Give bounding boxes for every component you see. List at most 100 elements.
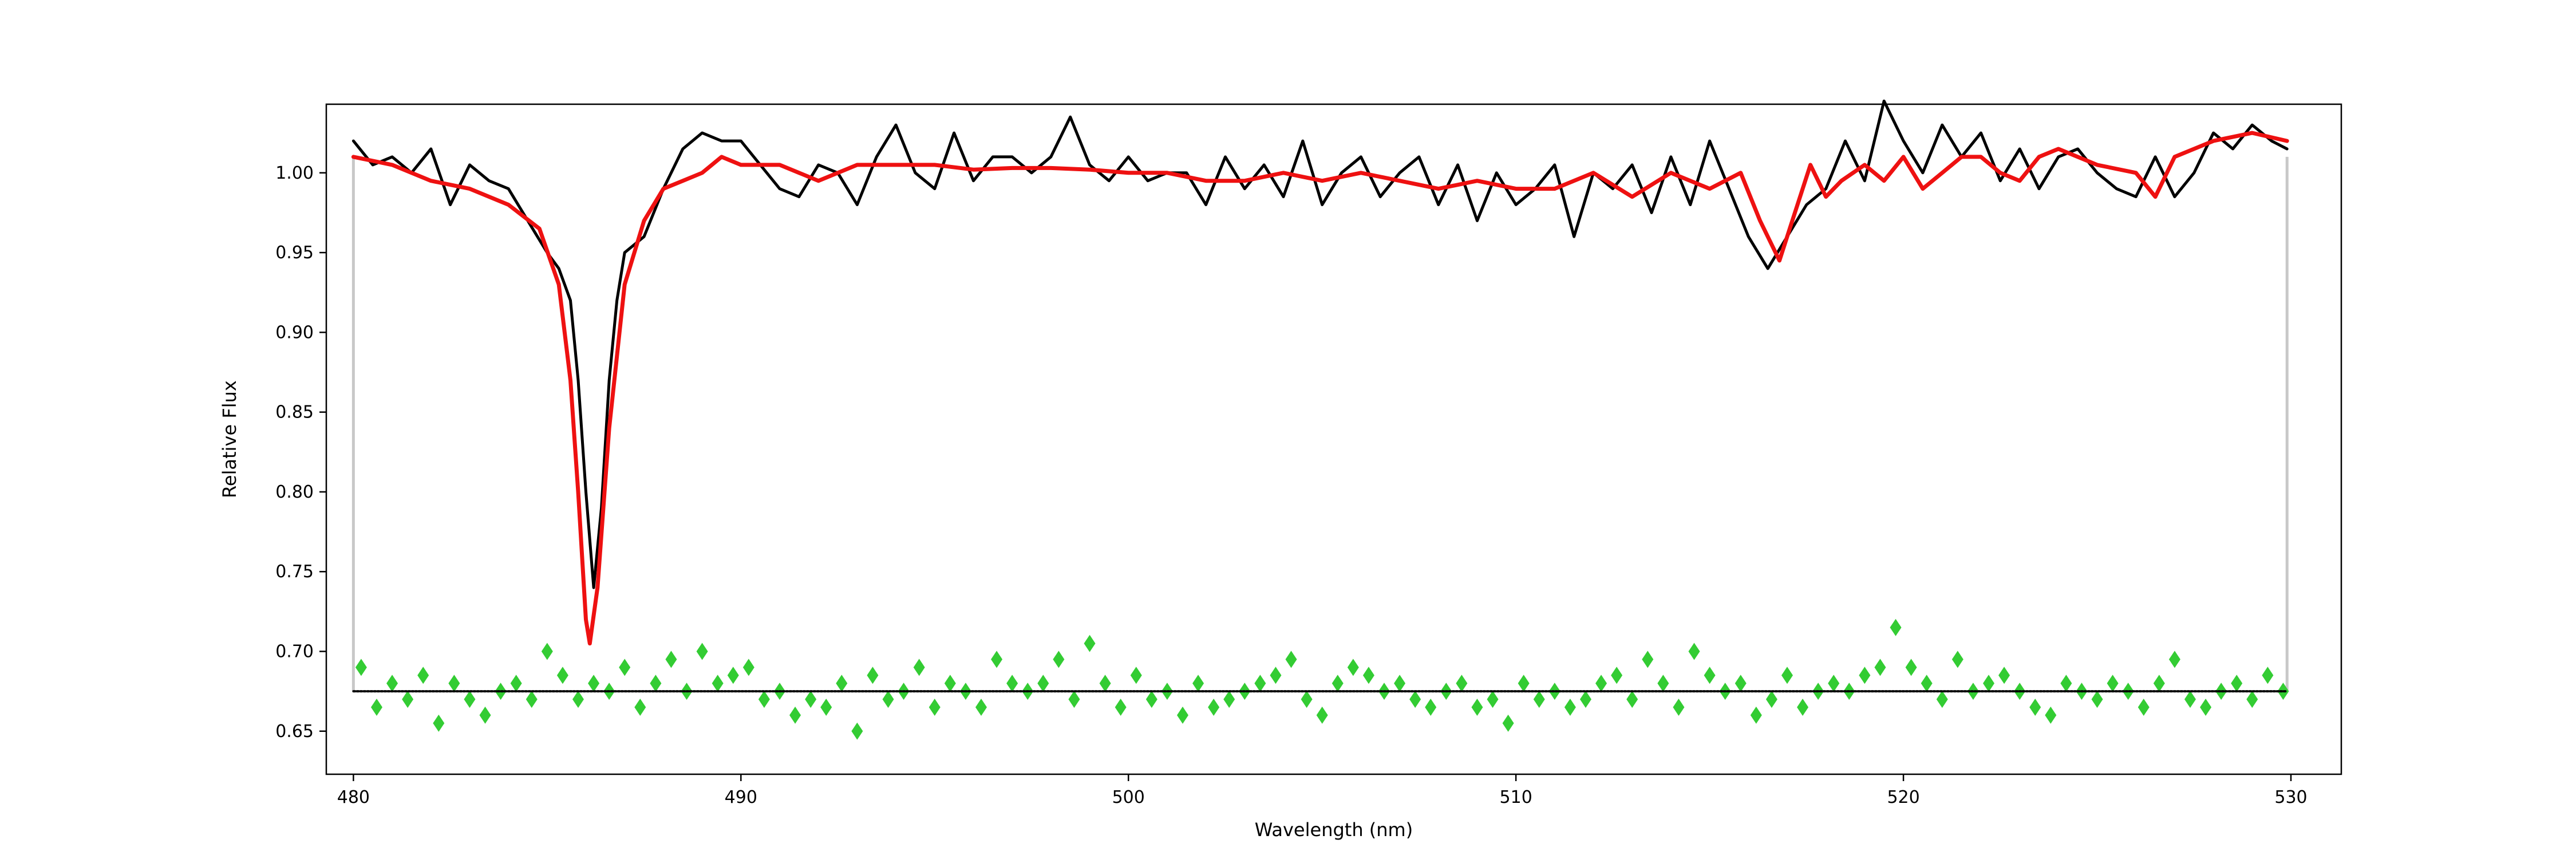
residual-point — [2045, 706, 2057, 724]
residual-point — [1456, 675, 1468, 692]
residual-point — [836, 675, 848, 692]
residual-point — [1409, 691, 1421, 708]
residual-point — [572, 691, 584, 708]
x-axis-ticks: 480 490 500 510 520 530 — [337, 774, 2308, 807]
residual-point — [1068, 691, 1080, 708]
residual-point — [479, 706, 491, 724]
residual-point — [789, 706, 801, 724]
residual-point — [1951, 651, 1963, 668]
residual-point — [1765, 691, 1777, 708]
y-tick-label: 0.95 — [275, 243, 314, 263]
residual-point — [1084, 635, 1096, 652]
residual-point — [1471, 699, 1483, 716]
y-tick-label: 0.85 — [275, 403, 314, 423]
residual-point — [1518, 675, 1530, 692]
x-tick-label: 480 — [337, 787, 370, 807]
residual-point — [1254, 675, 1266, 692]
residual-point — [1394, 675, 1406, 692]
y-tick-label: 0.80 — [275, 482, 314, 502]
residual-point — [650, 675, 662, 692]
y-tick-label: 0.75 — [275, 562, 314, 582]
residual-point — [1285, 651, 1297, 668]
residual-point — [1750, 706, 1762, 724]
residual-point — [2231, 675, 2243, 692]
residual-point — [758, 691, 770, 708]
residual-point — [1037, 675, 1049, 692]
residual-point — [1998, 667, 2010, 684]
x-axis-label: Wavelength (nm) — [1255, 819, 1413, 841]
residual-point — [1316, 706, 1328, 724]
residual-point — [882, 691, 894, 708]
residual-point — [1130, 667, 1142, 684]
residual-point — [1626, 691, 1638, 708]
residual-point — [1270, 667, 1282, 684]
residual-point — [371, 699, 382, 716]
x-tick-label: 490 — [725, 787, 757, 807]
residual-point — [556, 667, 568, 684]
residual-point — [386, 675, 398, 692]
residual-point — [1890, 618, 1902, 636]
x-tick-label: 520 — [1887, 787, 1919, 807]
residual-point — [417, 667, 429, 684]
observed-line — [351, 99, 2289, 589]
residual-point — [1936, 691, 1948, 708]
y-axis-ticks: 0.65 0.70 0.75 0.80 0.85 0.90 0.95 1.00 — [275, 163, 326, 742]
residual-point — [2246, 691, 2258, 708]
residual-point — [696, 643, 708, 660]
residual-point — [820, 699, 832, 716]
residual-point — [929, 699, 941, 716]
plot-frame — [325, 103, 2342, 775]
residual-point — [1099, 675, 1111, 692]
residual-point — [1332, 675, 1344, 692]
series-layer — [351, 99, 2289, 740]
residual-point — [1347, 659, 1359, 676]
residual-point — [2029, 699, 2041, 716]
x-tick-label: 500 — [1112, 787, 1145, 807]
residual-point — [727, 667, 739, 684]
residual-point — [1115, 699, 1127, 716]
residual-point — [619, 659, 631, 676]
residual-point — [944, 675, 956, 692]
residual-point — [1301, 691, 1313, 708]
residual-point — [402, 691, 414, 708]
model-line — [351, 131, 2289, 646]
residual-point — [1192, 675, 1204, 692]
residual-point — [1735, 675, 1747, 692]
residual-point — [588, 675, 600, 692]
residual-point — [1704, 667, 1716, 684]
y-tick-label: 0.90 — [275, 322, 314, 342]
y-tick-label: 1.00 — [275, 163, 314, 183]
residual-point — [1905, 659, 1917, 676]
residual-point — [2153, 675, 2165, 692]
residual-point — [1642, 651, 1654, 668]
residual-point — [526, 691, 538, 708]
residual-point — [851, 722, 863, 740]
residual-point — [913, 659, 925, 676]
residual-point — [541, 643, 553, 660]
residual-point — [2184, 691, 2196, 708]
boundary-lines — [351, 156, 2289, 692]
y-axis-label: Relative Flux — [219, 380, 240, 498]
residual-point — [2200, 699, 2212, 716]
residual-point — [2060, 675, 2072, 692]
residual-point — [805, 691, 817, 708]
residual-point — [448, 675, 460, 692]
residual-point — [433, 714, 445, 732]
residual-point — [2138, 699, 2150, 716]
residual-point — [2262, 667, 2274, 684]
residual-point — [1425, 699, 1437, 716]
residual-point — [1595, 675, 1607, 692]
residual-point — [1828, 675, 1840, 692]
residual-point — [867, 667, 879, 684]
residual-point — [975, 699, 987, 716]
residual-point — [1502, 714, 1514, 732]
residual-point — [1859, 667, 1871, 684]
y-tick-label: 0.65 — [275, 722, 314, 742]
residual-point — [665, 651, 677, 668]
residual-point — [355, 659, 367, 676]
residual-point — [2168, 651, 2180, 668]
y-tick-label: 0.70 — [275, 642, 314, 662]
residual-point — [1564, 699, 1576, 716]
residual-point — [2107, 675, 2119, 692]
